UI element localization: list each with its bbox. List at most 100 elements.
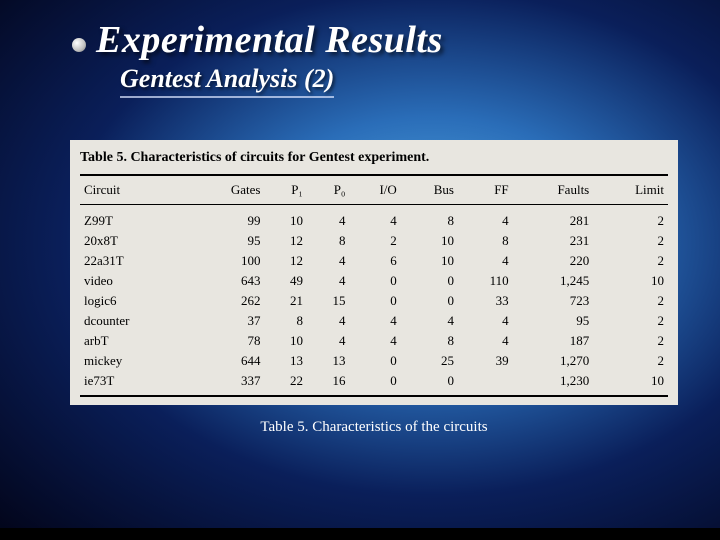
- table-cell: 15: [307, 291, 350, 311]
- table-cell: 8: [401, 331, 458, 351]
- table-cell: 231: [513, 231, 594, 251]
- table-cell: 95: [188, 231, 264, 251]
- table-cell: 723: [513, 291, 594, 311]
- title-bullet: [72, 38, 86, 52]
- table-cell: 12: [264, 251, 307, 271]
- table-cell: 8: [458, 231, 513, 251]
- table-cell: 2: [593, 251, 668, 271]
- table-cell: 4: [307, 271, 350, 291]
- table-cell: 33: [458, 291, 513, 311]
- table-cell: 281: [513, 205, 594, 232]
- table-cell: 0: [349, 371, 400, 396]
- table-cell: 0: [349, 271, 400, 291]
- table-row: mickey6441313025391,2702: [80, 351, 668, 371]
- table-cell: 39: [458, 351, 513, 371]
- table-cell: 4: [458, 331, 513, 351]
- table-cell: 49: [264, 271, 307, 291]
- table-cell: 16: [307, 371, 350, 396]
- table-cell: 4: [349, 205, 400, 232]
- table-cell: 4: [307, 251, 350, 271]
- table-cell: 644: [188, 351, 264, 371]
- table-cell: 2: [593, 351, 668, 371]
- table-cell: 13: [307, 351, 350, 371]
- page-title: Experimental Results: [96, 18, 660, 62]
- table-row: 22a31T10012461042202: [80, 251, 668, 271]
- table-cell: arbT: [80, 331, 188, 351]
- table-cell: 4: [307, 311, 350, 331]
- table-row: arbT781044841872: [80, 331, 668, 351]
- table-cell: 10: [593, 371, 668, 396]
- table-cell: 4: [349, 311, 400, 331]
- table-cell: 95: [513, 311, 594, 331]
- table-cell: 99: [188, 205, 264, 232]
- col-p0: P₀: [307, 175, 350, 205]
- table-cell: 100: [188, 251, 264, 271]
- table-cell: 6: [349, 251, 400, 271]
- table-cell: 0: [401, 371, 458, 396]
- table-cell: dcounter: [80, 311, 188, 331]
- table-cell: 4: [458, 311, 513, 331]
- col-io: I/O: [349, 175, 400, 205]
- table-cell: 110: [458, 271, 513, 291]
- col-ff: FF: [458, 175, 513, 205]
- table-cell: 10: [264, 205, 307, 232]
- table-row: video643494001101,24510: [80, 271, 668, 291]
- table-row: 20x8T9512821082312: [80, 231, 668, 251]
- table-cell: mickey: [80, 351, 188, 371]
- title-block: Experimental Results Gentest Analysis (2…: [78, 18, 660, 98]
- table-cell: 0: [401, 271, 458, 291]
- table-cell: 0: [349, 291, 400, 311]
- table-cell: 22a31T: [80, 251, 188, 271]
- col-circuit: Circuit: [80, 175, 188, 205]
- table-row: logic6262211500337232: [80, 291, 668, 311]
- table-cell: Z99T: [80, 205, 188, 232]
- circuits-table: Circuit Gates P₁ P₀ I/O Bus FF Faults Li…: [80, 174, 668, 397]
- table-cell: 643: [188, 271, 264, 291]
- table-cell: 1,245: [513, 271, 594, 291]
- col-gates: Gates: [188, 175, 264, 205]
- table-cell: 0: [401, 291, 458, 311]
- table-cell: 10: [593, 271, 668, 291]
- table-cell: 2: [593, 205, 668, 232]
- table-cell: 8: [264, 311, 307, 331]
- table-cell: 4: [458, 205, 513, 232]
- table-cell: 220: [513, 251, 594, 271]
- table-cell: 2: [349, 231, 400, 251]
- table-cell: 78: [188, 331, 264, 351]
- table-cell: [458, 371, 513, 396]
- table-cell: 4: [349, 331, 400, 351]
- col-p1: P₁: [264, 175, 307, 205]
- table-header-row: Circuit Gates P₁ P₀ I/O Bus FF Faults Li…: [80, 175, 668, 205]
- table-cell: 8: [307, 231, 350, 251]
- table-cell: 4: [307, 331, 350, 351]
- table-title: Table 5. Characteristics of circuits for…: [80, 150, 668, 166]
- bottom-edge: [0, 528, 720, 540]
- table-cell: logic6: [80, 291, 188, 311]
- table-caption: Table 5. Characteristics of the circuits: [70, 419, 678, 436]
- col-faults: Faults: [513, 175, 594, 205]
- table-cell: 10: [401, 251, 458, 271]
- table-cell: ie73T: [80, 371, 188, 396]
- table-cell: 2: [593, 231, 668, 251]
- page-subtitle: Gentest Analysis (2): [120, 64, 334, 98]
- table-cell: 4: [401, 311, 458, 331]
- table-cell: 2: [593, 311, 668, 331]
- col-limit: Limit: [593, 175, 668, 205]
- table-cell: 37: [188, 311, 264, 331]
- table-card: Table 5. Characteristics of circuits for…: [70, 140, 678, 405]
- table-cell: 13: [264, 351, 307, 371]
- table-cell: 0: [349, 351, 400, 371]
- table-cell: 20x8T: [80, 231, 188, 251]
- table-row: Z99T991044842812: [80, 205, 668, 232]
- table-row: dcounter3784444952: [80, 311, 668, 331]
- table-cell: 4: [458, 251, 513, 271]
- table-cell: 4: [307, 205, 350, 232]
- table-cell: 1,230: [513, 371, 594, 396]
- table-cell: 2: [593, 291, 668, 311]
- table-cell: 262: [188, 291, 264, 311]
- table-row: ie73T3372216001,23010: [80, 371, 668, 396]
- table-cell: 187: [513, 331, 594, 351]
- table-cell: 25: [401, 351, 458, 371]
- table-cell: 10: [264, 331, 307, 351]
- table-cell: 337: [188, 371, 264, 396]
